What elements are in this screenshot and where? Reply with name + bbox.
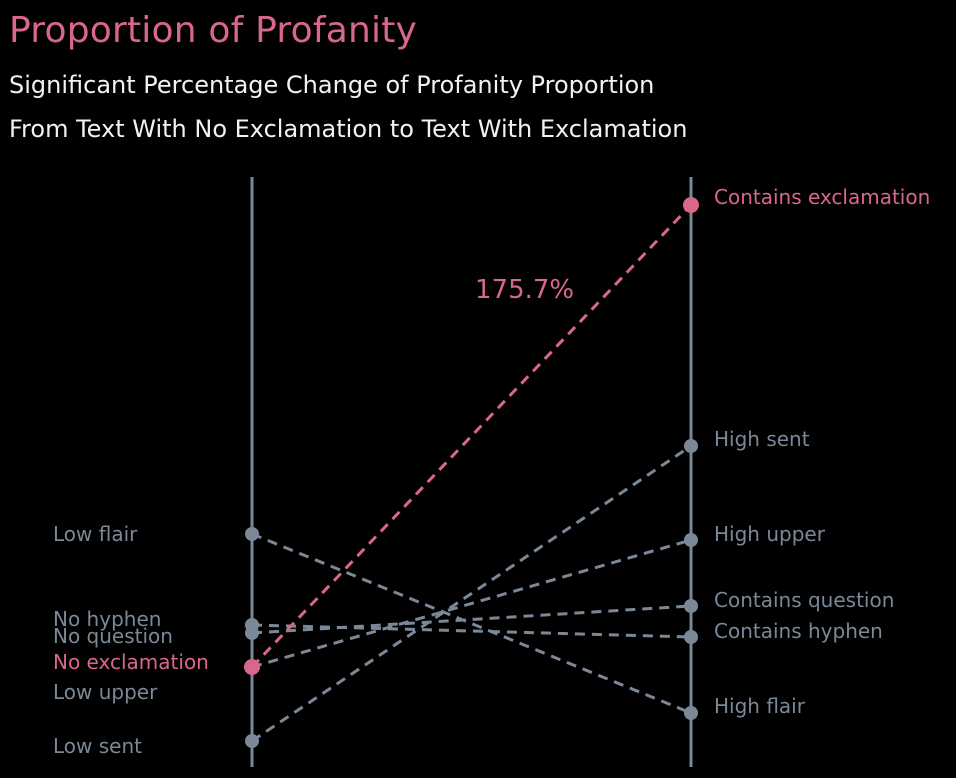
left-label: Low flair (53, 522, 138, 546)
slope-line-hyphen (251, 623, 692, 639)
left-label: No hyphen (53, 607, 161, 631)
slope-line-flair (251, 532, 692, 715)
right-label: High sent (714, 427, 810, 451)
slope-line-question (251, 604, 692, 635)
point-right-sent (684, 439, 698, 453)
slope-points (244, 197, 699, 748)
left-label: Low upper (53, 680, 158, 704)
slope-line-exclamation (250, 203, 693, 669)
point-right-upper (684, 533, 698, 547)
right-label: Contains exclamation (714, 185, 930, 209)
point-right-question (684, 599, 698, 613)
right-label: Contains hyphen (714, 619, 883, 643)
point-left-question (245, 626, 259, 640)
slope-line-sent (251, 444, 692, 743)
point-right-flair (684, 706, 698, 720)
right-label: Contains question (714, 588, 894, 612)
right-label: High flair (714, 694, 806, 718)
left-label: No question (53, 624, 173, 648)
point-right-exclamation (683, 197, 699, 213)
slope-lines (250, 203, 693, 743)
left-label: Low sent (53, 734, 142, 758)
left-label: No exclamation (53, 650, 209, 674)
chart-title: Proportion of Profanity (9, 10, 418, 51)
point-right-hyphen (684, 630, 698, 644)
change-annotation: 175.7% (475, 275, 574, 305)
chart-subtitle-line1: Significant Percentage Change of Profani… (9, 71, 655, 99)
right-label: High upper (714, 522, 826, 546)
point-left-exclamation (244, 659, 260, 675)
point-left-sent (245, 734, 259, 748)
point-left-flair (245, 527, 259, 541)
slope-line-upper (251, 538, 692, 669)
chart-subtitle-line2: From Text With No Exclamation to Text Wi… (9, 115, 688, 143)
